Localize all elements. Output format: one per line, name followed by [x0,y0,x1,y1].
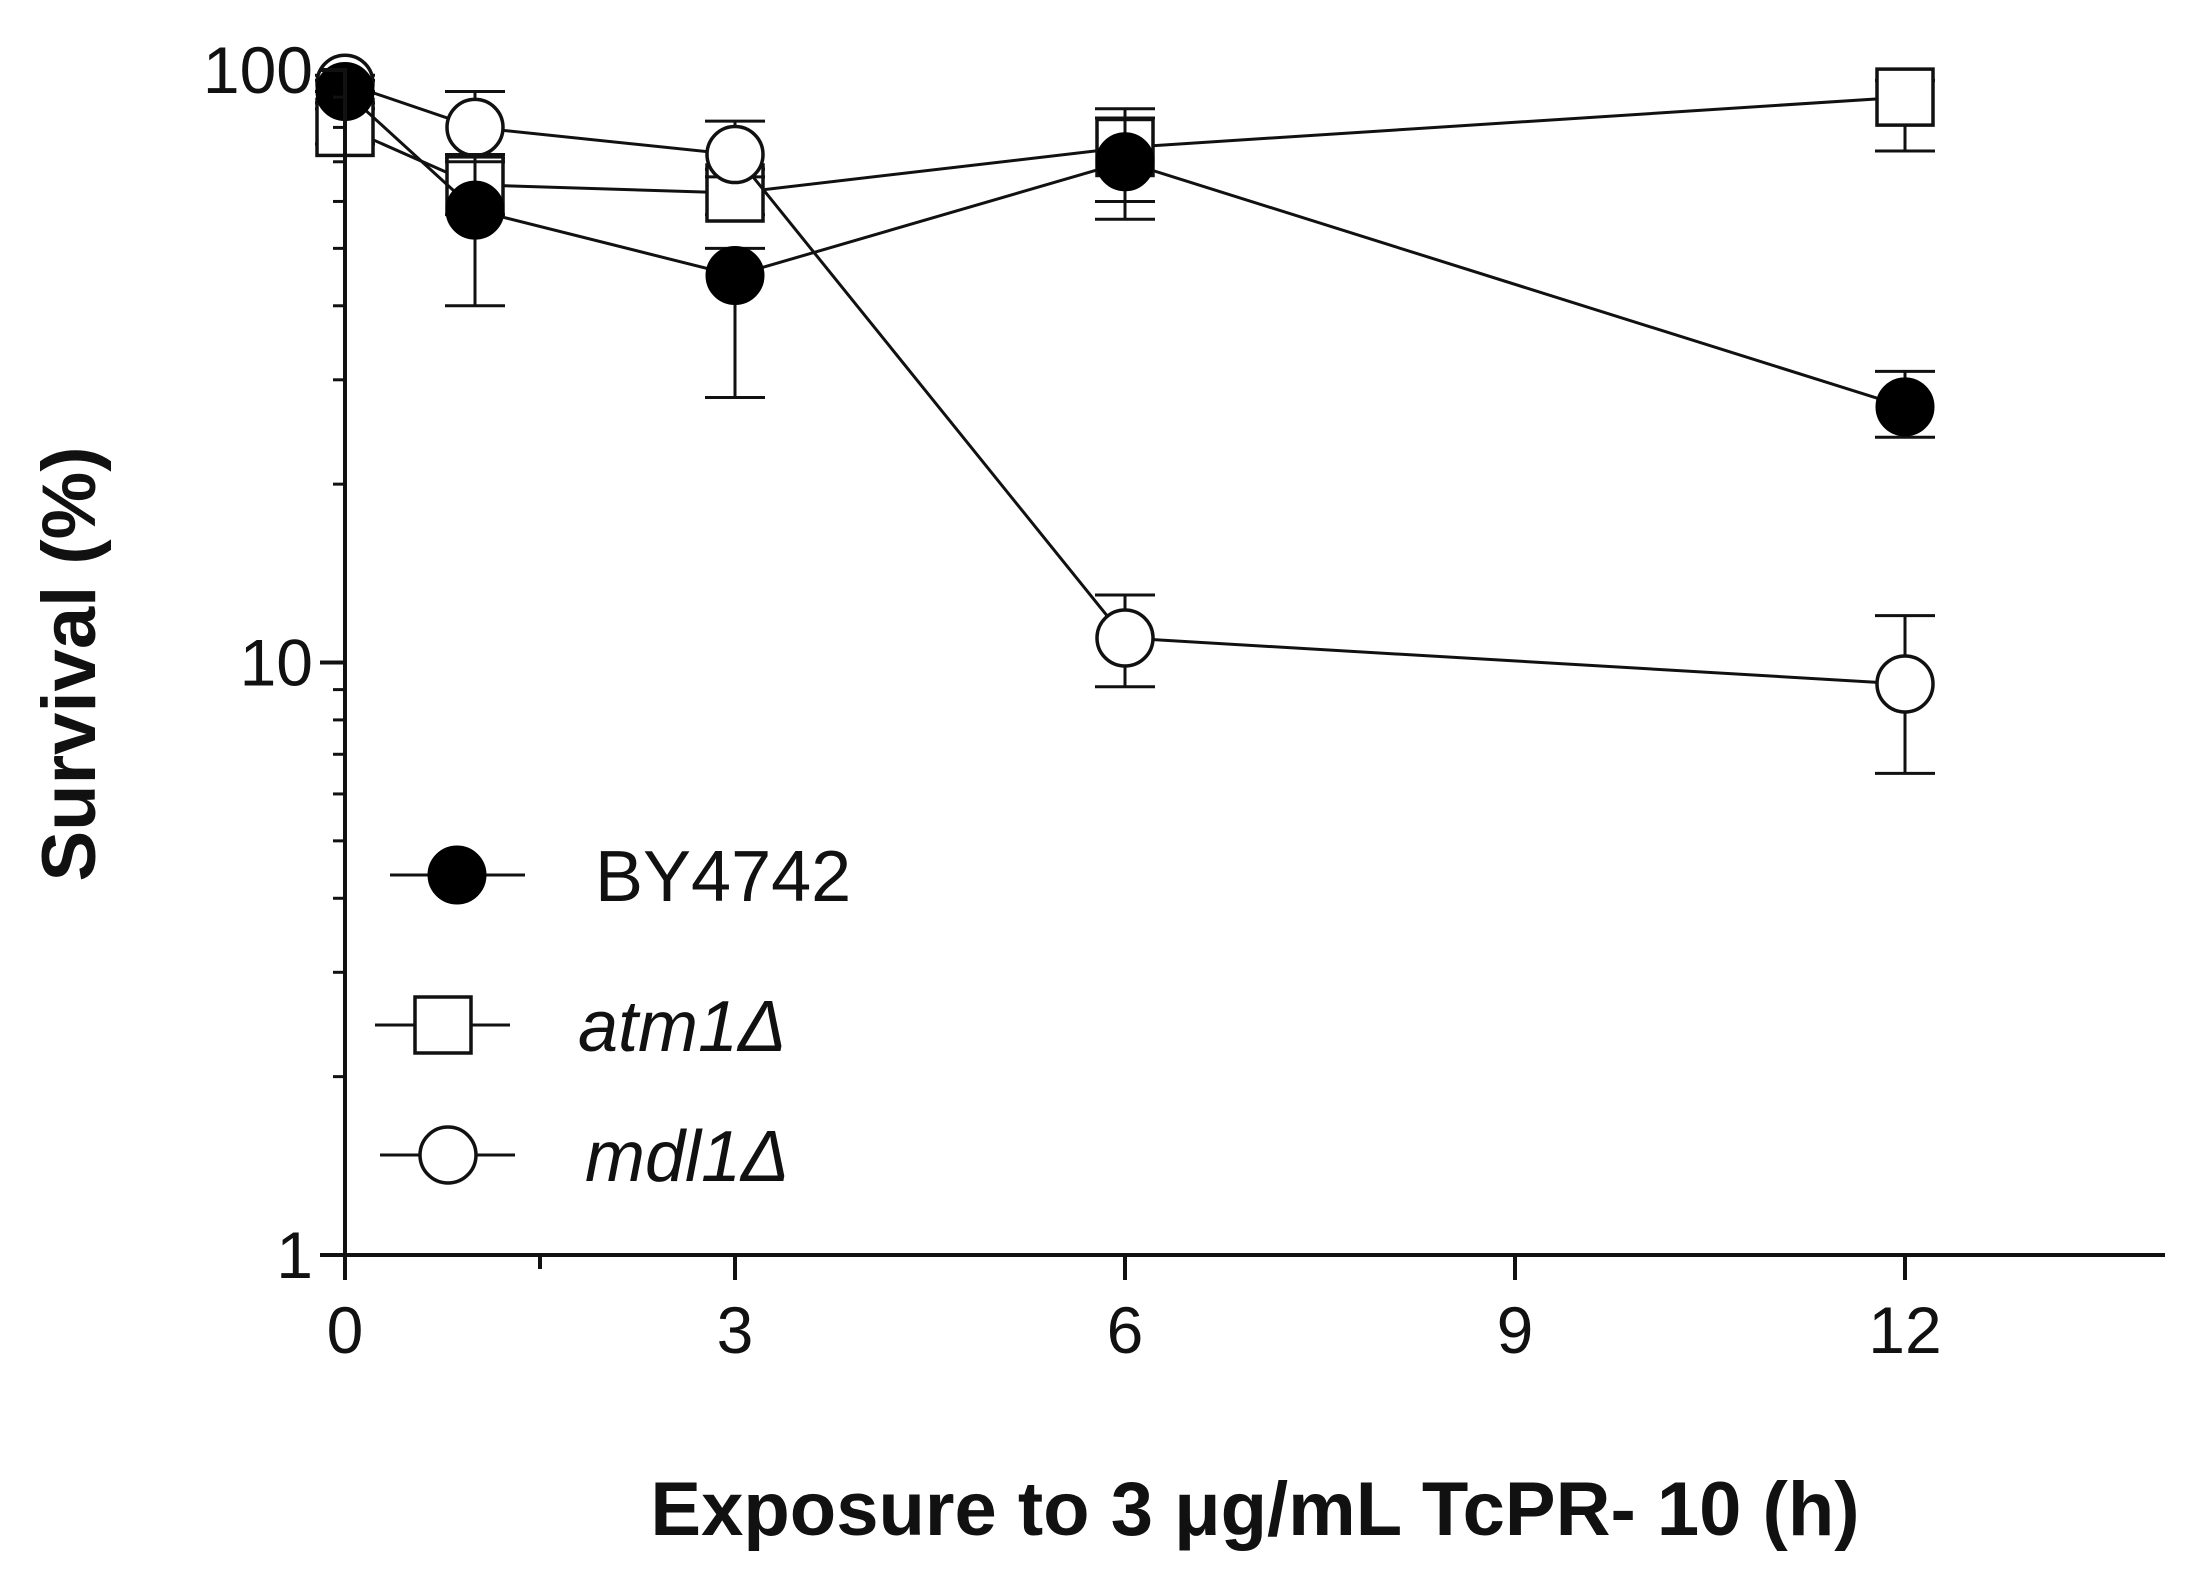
y-tick-label: 1 [276,1218,313,1292]
data-point [1875,67,1935,127]
x-tick-label: 3 [717,1293,754,1367]
legend-label: mdl1Δ [585,1117,789,1197]
y-axis-title: Survival (%) [27,446,112,881]
data-point [705,124,765,185]
data-point [445,180,505,240]
data-point [445,97,505,158]
x-tick-label: 12 [1868,1293,1941,1367]
legend-marker [427,845,487,905]
data-point [705,245,765,305]
data-point [1095,608,1155,668]
legend-label: BY4742 [595,837,851,917]
x-axis-title: Exposure to 3 μg/mL TcPR- 10 (h) [650,1467,1859,1552]
legend-item: atm1Δ [375,987,786,1067]
series-2 [315,53,1935,775]
data-point [1875,377,1935,437]
x-tick-label: 9 [1497,1293,1534,1367]
legend-item: BY4742 [390,837,851,917]
data-point [1095,132,1155,192]
y-tick-label: 10 [240,626,313,700]
data-point [1875,654,1935,714]
series-0 [315,61,1935,439]
legend-marker [418,1125,478,1185]
x-tick-label: 6 [1107,1293,1144,1367]
legend: BY4742 atm1Δ mdl1Δ [375,837,851,1197]
legend-marker [413,995,473,1055]
axes: 1 10 100 0 3 6 9 12 [203,33,2165,1367]
x-tick-label: 0 [327,1293,364,1367]
legend-item: mdl1Δ [380,1117,789,1197]
plot-area [315,53,1935,775]
legend-label: atm1Δ [578,987,786,1067]
y-tick-label: 100 [203,33,313,107]
